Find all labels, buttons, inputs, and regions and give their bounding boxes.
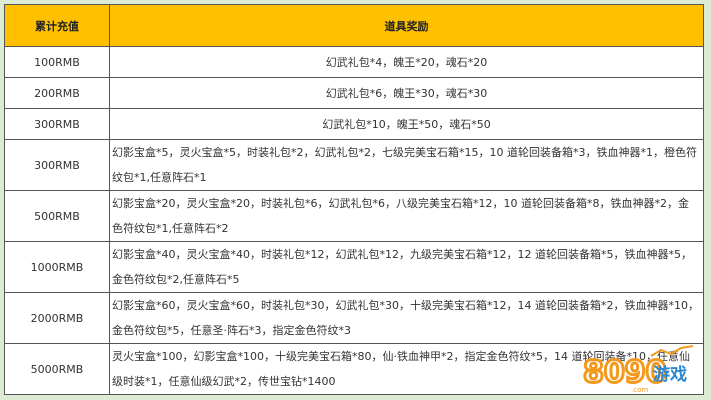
table-row: 300RMB 幻武礼包*10，魄王*50，魂石*50 — [4, 108, 704, 140]
amount-cell: 2000RMB — [4, 292, 110, 344]
svg-text:游戏: 游戏 — [653, 364, 687, 385]
reward-cell: 幻影宝盒*20，灵火宝盒*20，时装礼包*6，幻武礼包*6，八级完美宝石箱*12… — [109, 190, 704, 242]
table-row: 1000RMB 幻影宝盒*40，灵火宝盒*40，时装礼包*12，幻武礼包*12，九… — [4, 241, 704, 293]
amount-cell: 1000RMB — [4, 241, 110, 293]
amount-cell: 200RMB — [4, 77, 110, 109]
reward-cell: 幻影宝盒*60，灵火宝盒*60，时装礼包*30，幻武礼包*30，十级完美宝石箱*… — [109, 292, 704, 344]
reward-cell: 灵火宝盒*100，幻影宝盒*100，十级完美宝石箱*80，仙·铁血神甲*2，指定… — [109, 343, 704, 395]
table-row: 200RMB 幻武礼包*6，魄王*30，魂石*30 — [4, 77, 704, 109]
amount-cell: 300RMB — [4, 139, 110, 191]
reward-cell: 幻武礼包*4，魄王*20，魂石*20 — [109, 46, 704, 78]
table-row: 2000RMB 幻影宝盒*60，灵火宝盒*60，时装礼包*30，幻武礼包*30，十… — [4, 292, 704, 344]
reward-cell: 幻武礼包*6，魄王*30，魂石*30 — [109, 77, 704, 109]
svg-text:.com: .com — [631, 386, 648, 394]
reward-cell: 幻影宝盒*40，灵火宝盒*40，时装礼包*12，幻武礼包*12，九级完美宝石箱*… — [109, 241, 704, 293]
table-row: 500RMB 幻影宝盒*20，灵火宝盒*20，时装礼包*6，幻武礼包*6，八级完美… — [4, 190, 704, 242]
reward-cell: 幻武礼包*10，魄王*50，魂石*50 — [109, 108, 704, 140]
watermark-logo: 8090 游戏 .com — [582, 345, 694, 394]
amount-cell: 300RMB — [4, 108, 110, 140]
svg-text:8090: 8090 — [583, 355, 667, 390]
amount-cell: 100RMB — [4, 46, 110, 78]
header-amount: 累计充值 — [4, 4, 110, 47]
table-row: 100RMB 幻武礼包*4，魄王*20，魂石*20 — [4, 46, 704, 78]
amount-cell: 5000RMB — [4, 343, 110, 395]
header-reward: 道具奖励 — [109, 4, 704, 47]
recharge-reward-table: 累计充值 道具奖励 100RMB 幻武礼包*4，魄王*20，魂石*20 200RM… — [4, 4, 704, 395]
table-row: 300RMB 幻影宝盒*5，灵火宝盒*5，时装礼包*2，幻武礼包*2，七级完美宝石… — [4, 139, 704, 191]
reward-cell: 幻影宝盒*5，灵火宝盒*5，时装礼包*2，幻武礼包*2，七级完美宝石箱*15，1… — [109, 139, 704, 191]
amount-cell: 500RMB — [4, 190, 110, 242]
table-row: 5000RMB 灵火宝盒*100，幻影宝盒*100，十级完美宝石箱*80，仙·铁血… — [4, 343, 704, 395]
table-header: 累计充值 道具奖励 — [4, 4, 704, 47]
